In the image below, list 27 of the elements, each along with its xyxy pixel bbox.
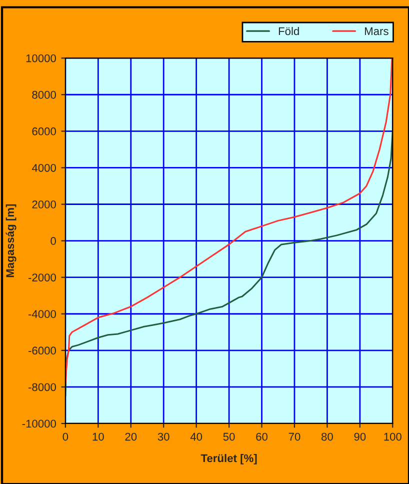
x-tick-label: 60 <box>256 432 268 441</box>
y-tick-label: -10000 <box>22 420 56 428</box>
line-series <box>65 130 393 397</box>
y-tick-label: 0 <box>50 237 56 245</box>
x-tick-label: 70 <box>288 432 300 441</box>
x-tick-label: 10 <box>92 432 104 441</box>
x-tick-label: 50 <box>223 432 235 441</box>
legend-label: Mars <box>364 27 388 36</box>
x-tick-label: 30 <box>158 432 170 441</box>
y-tick-label: -4000 <box>28 310 56 318</box>
y-tick-label: 4000 <box>32 164 56 172</box>
y-tick-label: -2000 <box>28 274 56 282</box>
x-tick-label: 40 <box>190 432 202 441</box>
x-tick-label: 0 <box>62 432 68 441</box>
x-axis-title: Terület [%] <box>200 454 257 464</box>
y-tick-label: 2000 <box>32 200 56 208</box>
legend-label: Föld <box>278 26 299 36</box>
y-axis-title: Magasság [m] <box>6 204 16 278</box>
y-tick-label: -8000 <box>28 383 56 392</box>
y-tick-label: 10000 <box>26 54 56 62</box>
y-tick-label: 6000 <box>32 127 56 136</box>
x-tick-label: 90 <box>354 432 366 441</box>
y-tick-label: -6000 <box>28 346 56 355</box>
x-tick-label: 100 <box>384 432 402 441</box>
x-tick-label: 80 <box>322 432 333 441</box>
y-tick-label: 8000 <box>32 90 56 99</box>
x-tick-label: 20 <box>125 432 137 441</box>
